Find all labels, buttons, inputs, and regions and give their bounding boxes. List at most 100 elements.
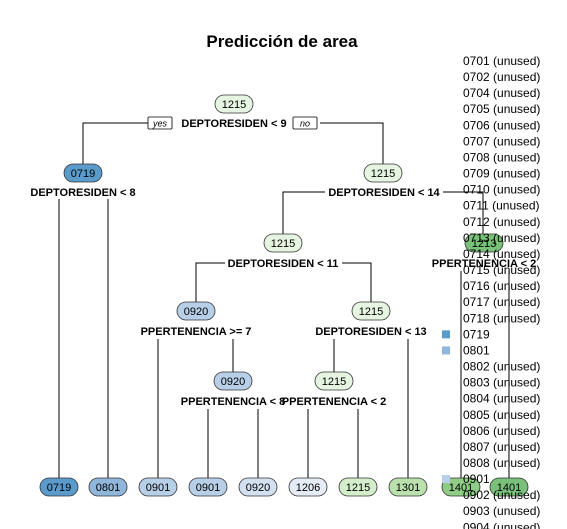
leaf-nodes: 0719 0801 0901 0901 0920 1206 1215 1301 [39, 477, 529, 497]
legend-item: 0901 [442, 472, 490, 486]
tree-node-1215-lower: 1215 [314, 371, 354, 391]
legend-label: 0903 (unused) [463, 504, 540, 518]
tree-node-1213: 1213 [464, 233, 504, 253]
edge-n3-right [442, 191, 484, 234]
split-label-n25: PPERTENENCIA < 8 [181, 396, 285, 408]
legend-label: 0718 (unused) [463, 311, 540, 325]
legend-item: 0718 (unused) [463, 311, 540, 325]
legend-item: 0803 (unused) [463, 376, 540, 390]
legend-item: 0704 (unused) [463, 86, 540, 100]
leaf-node: 1401 [489, 477, 529, 497]
legend-label: 0702 (unused) [463, 70, 540, 84]
legend-item: 0707 (unused) [463, 134, 540, 148]
legend-label: 0717 (unused) [463, 295, 540, 309]
legend-item: 0802 (unused) [463, 360, 540, 374]
legend-item: 0709 (unused) [463, 167, 540, 181]
split-label-n26: PPERTENENCIA < 2 [282, 396, 386, 408]
legend-item: 0712 (unused) [463, 215, 540, 229]
leaf-node: 0801 [88, 477, 128, 497]
leaf-node: 1401 [441, 477, 481, 497]
legend-item: 0805 (unused) [463, 408, 540, 422]
legend-label: 0701 (unused) [463, 54, 540, 68]
tree-node-mid: 1215 [263, 233, 303, 253]
tree-node-0920-upper: 0920 [176, 301, 216, 321]
leaf-label: 0920 [246, 482, 270, 494]
legend-label: 0716 (unused) [463, 279, 540, 293]
tree-node-1215-upper: 1215 [351, 301, 391, 321]
node-label-mid: 1215 [271, 238, 295, 250]
legend-label: 0801 [463, 343, 490, 357]
legend-label: 0713 (unused) [463, 231, 540, 245]
legend-label: 0807 (unused) [463, 440, 540, 454]
legend-item: 0714 (unused) [463, 247, 540, 261]
legend-label: 0706 (unused) [463, 118, 540, 132]
leaf-label: 1401 [449, 482, 473, 494]
legend-item: 0904 (unused) [463, 520, 540, 529]
leaf-label: 0801 [96, 482, 120, 494]
no-box: no [292, 116, 318, 130]
legend-item: 0702 (unused) [463, 70, 540, 84]
leaf-node: 0920 [238, 477, 278, 497]
leaf-label: 1301 [396, 482, 420, 494]
legend-label: 0808 (unused) [463, 456, 540, 470]
legend-item: 0701 (unused) [463, 54, 540, 68]
no-label: no [300, 119, 310, 129]
internal-nodes: 1215 0719 1215 1215 0920 1215 0920 1215 [63, 94, 504, 391]
legend-label: 0904 (unused) [463, 520, 540, 529]
legend-label: 0805 (unused) [463, 408, 540, 422]
node-label-root: 1215 [222, 99, 246, 111]
tree-node-0920-lower: 0920 [213, 371, 253, 391]
node-label-1215-upper: 1215 [359, 306, 383, 318]
edge-root-no [320, 122, 384, 164]
legend-item: 0902 (unused) [463, 488, 540, 502]
legend-item: 0708 (unused) [463, 150, 540, 164]
legend-label: 0709 (unused) [463, 167, 540, 181]
legend-item: 0706 (unused) [463, 118, 540, 132]
legend-item: 0711 (unused) [463, 199, 540, 213]
edge-n6-left [195, 262, 225, 302]
legend-item: 0903 (unused) [463, 504, 540, 518]
legend-label: 0902 (unused) [463, 488, 540, 502]
node-label-right: 1215 [371, 168, 395, 180]
legend-label: 0802 (unused) [463, 360, 540, 374]
legend-item: 0807 (unused) [463, 440, 540, 454]
node-label-1213: 1213 [472, 238, 496, 250]
yes-box: yes [147, 116, 173, 130]
legend-item: 0801 [442, 343, 490, 357]
split-label-n12: PPERTENENCIA >= 7 [141, 326, 252, 338]
legend-label: 0806 (unused) [463, 424, 540, 438]
edge-n3-left [282, 191, 325, 234]
legend-label: 0705 (unused) [463, 102, 540, 116]
legend-item: 0716 (unused) [463, 279, 540, 293]
tree-node-root: 1215 [214, 94, 254, 114]
leaf-label: 1401 [497, 482, 521, 494]
legend-swatch [442, 330, 450, 339]
legend-label: 0708 (unused) [463, 150, 540, 164]
legend-label: 0712 (unused) [463, 215, 540, 229]
leaf-node: 0901 [138, 477, 178, 497]
split-label-root: DEPTORESIDEN < 9 [181, 118, 286, 130]
leaf-node: 1215 [338, 477, 378, 497]
node-label-0920-lower: 0920 [221, 376, 245, 388]
diagram-title: Predicción de area [206, 32, 358, 51]
edge-n6-right [342, 262, 372, 302]
leaf-label: 1206 [296, 482, 320, 494]
split-label-n7: PPERTENENCIA < 2 [432, 258, 536, 270]
split-label-n6: DEPTORESIDEN < 11 [228, 258, 339, 270]
legend-swatch [442, 346, 450, 355]
legend-item: 0715 (unused) [463, 263, 540, 277]
node-label-0719: 0719 [71, 168, 95, 180]
legend-label: 0714 (unused) [463, 247, 540, 261]
edge-root-yes [82, 122, 148, 174]
legend-label: 0707 (unused) [463, 134, 540, 148]
tree-node-right: 1215 [363, 163, 403, 183]
node-label-1215-lower: 1215 [322, 376, 346, 388]
legend-item: 0705 (unused) [463, 102, 540, 116]
legend-item: 0710 (unused) [463, 183, 540, 197]
leaf-node: 1301 [388, 477, 428, 497]
legend-swatch [442, 475, 450, 484]
legend-label: 0804 (unused) [463, 392, 540, 406]
legend-item: 0719 [442, 327, 490, 341]
node-label-0920-upper: 0920 [184, 306, 208, 318]
